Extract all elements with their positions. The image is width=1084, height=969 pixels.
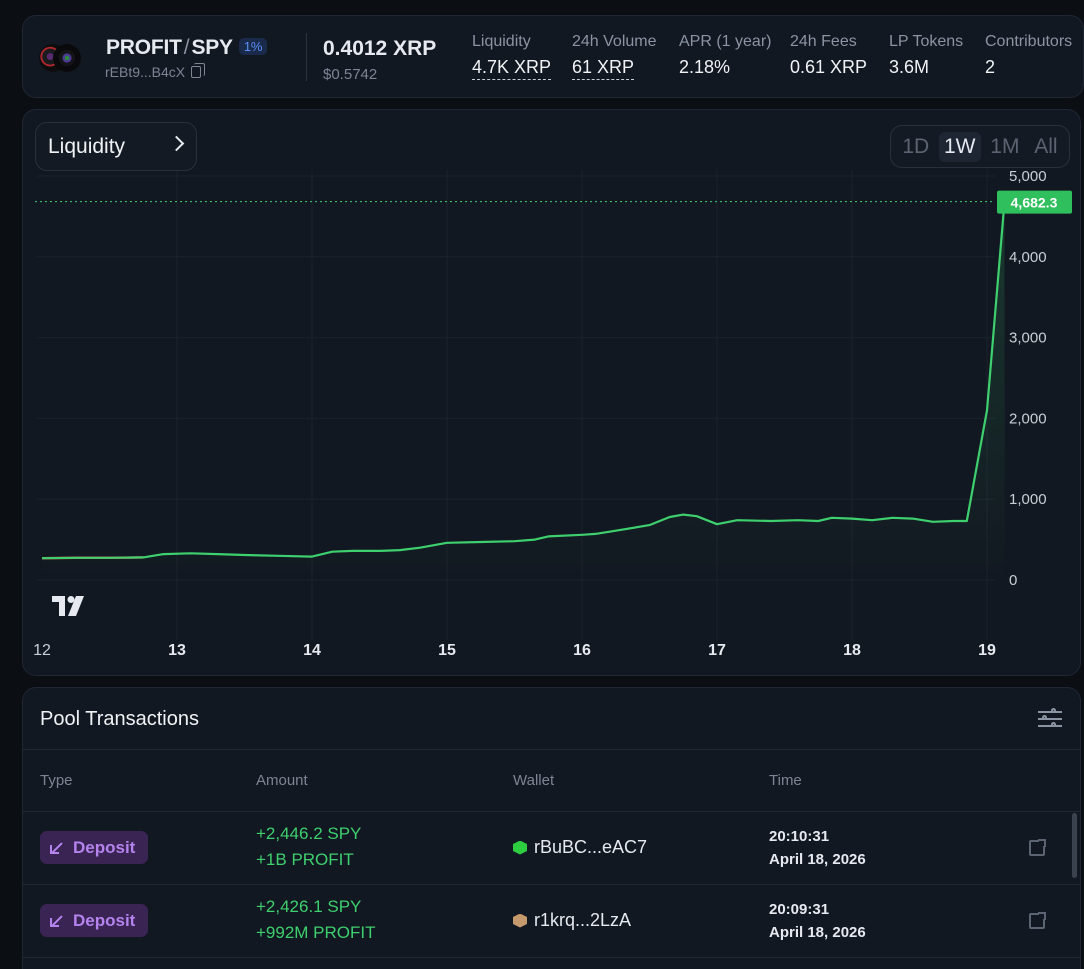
tx-type: Deposit: [73, 910, 136, 930]
stat-label: Contributors: [985, 33, 1073, 50]
wallet-avatar-icon: [513, 913, 527, 928]
tx-wallet[interactable]: r1krq...2LzA: [513, 910, 631, 931]
tx-amount: +2,446.2 SPY +1B PROFIT: [256, 821, 361, 873]
pool-price: 0.4012 XRP: [323, 37, 437, 60]
external-link-icon[interactable]: [1029, 837, 1048, 856]
header-divider: [306, 33, 307, 81]
stat-value: 0.61 XRP: [790, 57, 868, 77]
tx-time-clock: 20:09:31: [769, 901, 830, 918]
stat-label: 24h Fees: [790, 33, 857, 50]
row-divider: [23, 957, 1080, 958]
tx-type: Deposit: [73, 837, 136, 857]
y-tick-label: 1,000: [1009, 491, 1047, 508]
pool-address: rEBt9...B4cX: [105, 63, 206, 80]
x-tick-label: 17: [708, 642, 726, 659]
copy-icon[interactable]: [191, 63, 206, 78]
tx-amount-primary: +2,426.1 SPY: [256, 897, 362, 916]
range-all[interactable]: All: [1034, 134, 1058, 158]
y-tick-label: 5,000: [1009, 168, 1047, 185]
deposit-badge[interactable]: Deposit: [40, 904, 148, 937]
header-divider: [23, 749, 1080, 750]
stat-label: LP Tokens: [889, 33, 964, 50]
filter-icon[interactable]: [1038, 708, 1062, 730]
range-1w[interactable]: 1W: [939, 131, 981, 162]
quote-token: SPY: [191, 36, 233, 59]
tx-wallet[interactable]: rBuBC...eAC7: [513, 837, 647, 858]
x-tick-label: 15: [438, 642, 456, 659]
y-tick-label: 0: [1009, 572, 1017, 589]
chart-metric-selector[interactable]: Liquidity: [35, 122, 197, 171]
stat-value: 2.18%: [679, 57, 731, 77]
stat-contributors: Contributors 2: [985, 33, 1072, 78]
x-tick-label: 18: [843, 642, 861, 659]
last-value-label: 4,682.3: [1011, 195, 1058, 211]
arrow-down-left-icon: [50, 915, 62, 927]
tx-time: 20:09:31 April 18, 2026: [769, 898, 866, 944]
range-1m[interactable]: 1M: [990, 134, 1020, 158]
x-tick-label: 16: [573, 642, 591, 659]
range-selector: 1D 1W 1M All: [890, 125, 1070, 168]
x-tick-label: 14: [303, 642, 321, 659]
row-divider: [23, 884, 1080, 885]
chart-metric-label: Liquidity: [48, 134, 126, 158]
stat-fees: 24h Fees 0.61 XRP: [790, 33, 867, 78]
stat-value: 3.6M: [889, 57, 930, 77]
stat-label: APR (1 year): [679, 33, 772, 50]
stat-volume: 24h Volume 61 XRP: [572, 33, 657, 80]
x-tick-label: 13: [168, 642, 186, 659]
pool-logo: [39, 37, 81, 79]
row-divider: [23, 811, 1080, 812]
tx-time-clock: 20:10:31: [769, 828, 830, 845]
x-tick-label: 12: [33, 642, 51, 659]
stat-value: 2: [985, 57, 996, 77]
stat-liquidity: Liquidity 4.7K XRP: [472, 33, 552, 80]
tx-wallet-address: rBuBC...eAC7: [534, 837, 648, 857]
tx-time-date: April 18, 2026: [769, 851, 866, 868]
liquidity-chart[interactable]: 0 1,000 2,000 3,000 4,000 5,000 12 13 14 15 16 17 18…: [23, 110, 1082, 677]
external-link-icon[interactable]: [1029, 910, 1048, 929]
chevron-right-icon: [168, 135, 185, 152]
tx-time: 20:10:31 April 18, 2026: [769, 825, 866, 871]
stat-value[interactable]: 61 XRP: [572, 57, 635, 80]
wallet-avatar-icon: [513, 840, 527, 855]
tx-time-date: April 18, 2026: [769, 924, 866, 941]
column-header-amount: Amount: [256, 772, 308, 789]
series-area: [42, 201, 1005, 580]
stat-label: Liquidity: [472, 33, 531, 50]
deposit-badge[interactable]: Deposit: [40, 831, 148, 864]
liquidity-chart-card: 0 1,000 2,000 3,000 4,000 5,000 12 13 14 15 16 17 18…: [22, 109, 1081, 676]
transactions-title: Pool Transactions: [40, 708, 199, 730]
column-header-wallet: Wallet: [513, 772, 555, 789]
tx-amount-secondary: +992M PROFIT: [256, 923, 376, 942]
stat-lp-tokens: LP Tokens 3.6M: [889, 33, 963, 78]
tradingview-logo-icon: [52, 596, 84, 616]
column-header-type: Type: [40, 772, 73, 789]
tx-amount: +2,426.1 SPY +992M PROFIT: [256, 894, 376, 946]
tx-amount-primary: +2,446.2 SPY: [256, 824, 362, 843]
y-tick-label: 3,000: [1009, 330, 1047, 347]
tx-amount-secondary: +1B PROFIT: [256, 850, 354, 869]
series-line: [41, 201, 1006, 560]
stat-value[interactable]: 4.7K XRP: [472, 57, 552, 80]
base-token: PROFIT: [106, 36, 182, 59]
fee-badge: 1%: [238, 38, 268, 55]
last-value-badge: [997, 190, 1072, 214]
range-1d[interactable]: 1D: [902, 134, 930, 158]
x-tick-label: 19: [978, 642, 996, 659]
spy-token-icon: [53, 44, 81, 72]
stat-apr: APR (1 year) 2.18%: [679, 33, 771, 78]
pool-header: PROFIT/SPY 1% rEBt9...B4cX 0.4012 XRP $0.…: [22, 15, 1084, 98]
column-header-time: Time: [769, 772, 802, 789]
tx-wallet-address: r1krq...2LzA: [534, 910, 632, 930]
stat-label: 24h Volume: [572, 33, 657, 50]
pool-address-text: rEBt9...B4cX: [105, 64, 186, 80]
y-tick-label: 4,000: [1009, 249, 1047, 266]
y-tick-label: 2,000: [1009, 410, 1047, 427]
pair-separator: /: [183, 36, 190, 59]
pool-pair-title: PROFIT/SPY 1%: [106, 36, 268, 60]
pool-price-usd: $0.5742: [323, 66, 378, 83]
scrollbar[interactable]: [1072, 813, 1077, 878]
pool-transactions-card: Pool Transactions Type Amount Wallet Tim…: [22, 687, 1081, 969]
arrow-down-left-icon: [50, 842, 62, 854]
